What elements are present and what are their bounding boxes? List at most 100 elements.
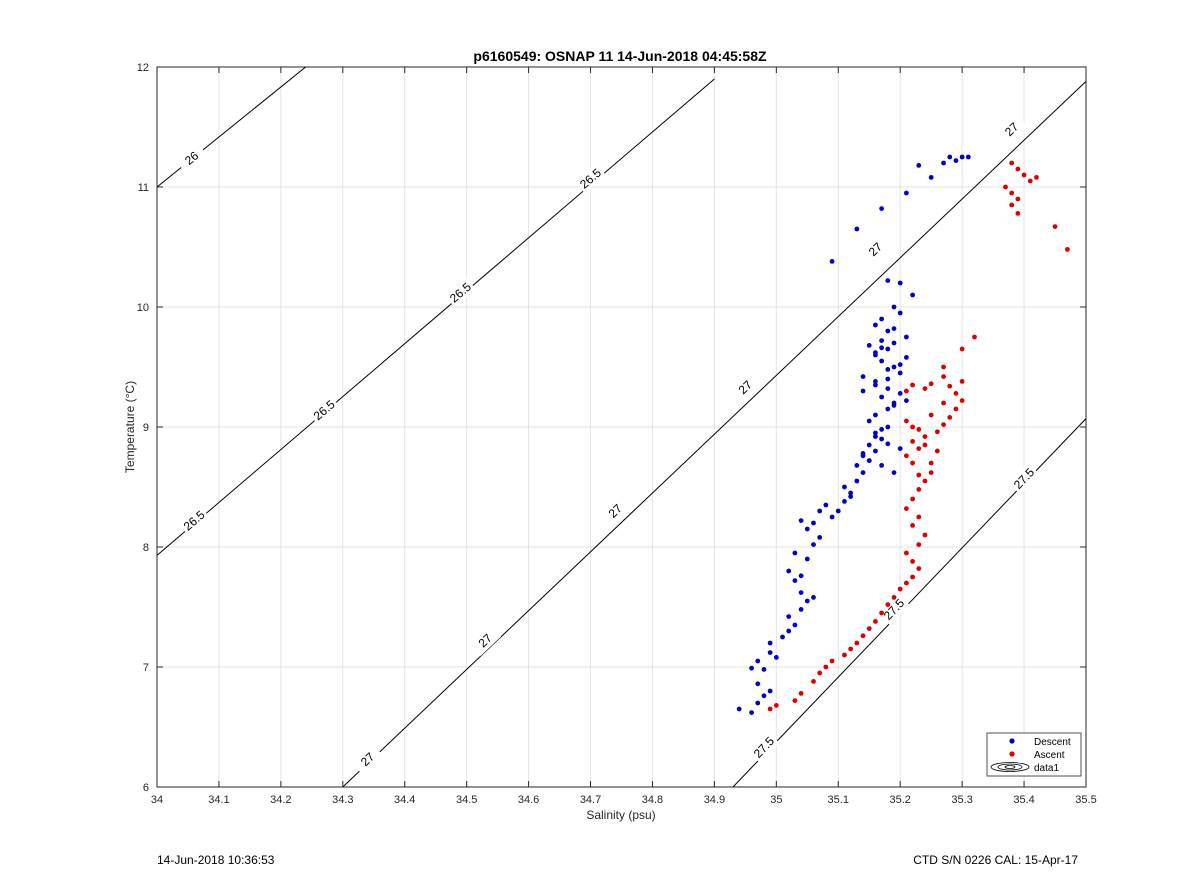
x-tick-label: 34.3 <box>332 794 353 806</box>
ascent-point <box>903 388 909 394</box>
descent-point <box>891 340 897 346</box>
descent-point <box>767 688 773 694</box>
descent-point <box>891 470 897 475</box>
ascent-point <box>941 400 946 406</box>
legend-contour-icon <box>990 762 1030 772</box>
ascent-point <box>1015 196 1021 202</box>
descent-point <box>953 158 959 164</box>
ascent-point <box>1009 190 1015 196</box>
descent-point <box>885 328 891 334</box>
ascent-point <box>1034 175 1039 180</box>
descent-point <box>897 370 903 376</box>
ascent-point <box>891 595 897 600</box>
ascent-point <box>910 460 915 466</box>
descent-point <box>879 463 885 468</box>
descent-point <box>817 508 823 514</box>
contour-label-bg <box>469 625 501 657</box>
ascent-point <box>903 418 909 424</box>
descent-point <box>786 628 792 634</box>
x-tick-label: 34 <box>151 794 163 806</box>
descent-point <box>817 535 823 540</box>
descent-point <box>879 338 885 343</box>
ascent-point <box>922 386 928 391</box>
legend-box <box>986 732 1082 777</box>
y-axis-label: Temperature (°C) <box>123 381 137 473</box>
descent-point <box>903 398 909 403</box>
ascent-point <box>916 427 922 432</box>
descent-point <box>792 622 798 628</box>
descent-point <box>798 518 804 523</box>
ascent-point <box>916 446 922 451</box>
descent-point <box>866 458 872 463</box>
ascent-point <box>910 439 915 444</box>
descent-point <box>842 499 847 504</box>
ascent-point <box>972 334 977 340</box>
descent-point <box>860 388 866 394</box>
contour-label-bg <box>748 731 780 764</box>
y-tick-label: 7 <box>143 662 149 674</box>
descent-point <box>965 154 971 160</box>
ascent-point <box>1052 224 1058 230</box>
descent-point <box>879 206 885 212</box>
descent-point <box>811 520 816 526</box>
ascent-point <box>1065 247 1070 252</box>
ascent-point <box>959 346 965 352</box>
density-contour-line <box>156 78 715 556</box>
descent-point <box>854 463 860 468</box>
contour-label-bg <box>878 593 910 626</box>
x-tick-label: 35.2 <box>889 794 910 806</box>
ascent-point <box>854 640 860 646</box>
descent-point <box>897 446 903 451</box>
descent-point <box>897 391 903 396</box>
descent-point <box>811 595 816 600</box>
x-tick-label: 35.1 <box>828 794 849 806</box>
descent-point <box>873 382 878 388</box>
x-tick-label: 35.5 <box>1075 794 1096 806</box>
y-tick-label: 11 <box>138 182 149 194</box>
descent-point <box>860 453 866 459</box>
descent-point <box>947 154 953 160</box>
ascent-point <box>903 453 909 459</box>
x-tick-label: 34.2 <box>270 794 291 806</box>
descent-point <box>786 568 792 574</box>
x-tick-label: 34.8 <box>642 794 663 806</box>
descent-point <box>749 710 754 715</box>
descent-point <box>786 614 792 619</box>
descent-point <box>749 665 754 671</box>
ascent-point <box>842 652 847 658</box>
contour-label-bg <box>574 163 607 194</box>
ascent-point <box>916 566 922 571</box>
chart-title: p6160549: OSNAP 11 14-Jun-2018 04:45:58Z <box>473 48 767 64</box>
descent-point <box>885 441 891 447</box>
legend-marker-ascent <box>1009 751 1015 757</box>
descent-point <box>885 278 891 283</box>
ascent-point <box>916 487 922 492</box>
descent-point <box>860 374 866 379</box>
ascent-point <box>953 391 959 396</box>
descent-point <box>866 418 872 424</box>
descent-point <box>761 693 767 699</box>
ascent-point <box>934 448 940 454</box>
descent-point <box>891 304 897 310</box>
ascent-point <box>798 691 804 696</box>
ascent-point <box>897 586 903 592</box>
descent-point <box>959 154 965 160</box>
ascent-point <box>953 406 959 412</box>
ascent-point <box>928 381 934 387</box>
descent-point <box>903 334 909 340</box>
descent-point <box>879 394 885 400</box>
contour-label-bg <box>1008 462 1040 495</box>
descent-point <box>866 442 872 448</box>
contour-label-bg <box>599 495 631 527</box>
ascent-point <box>922 442 928 448</box>
ascent-point <box>959 398 965 403</box>
y-tick-label: 8 <box>143 542 149 554</box>
descent-point <box>903 190 909 196</box>
descent-point <box>773 655 779 660</box>
x-axis-label: Salinity (psu) <box>586 808 655 822</box>
descent-point <box>804 526 810 532</box>
ascent-point <box>866 626 872 631</box>
ascent-point <box>922 434 928 439</box>
descent-point <box>866 343 872 348</box>
descent-point <box>910 292 915 298</box>
